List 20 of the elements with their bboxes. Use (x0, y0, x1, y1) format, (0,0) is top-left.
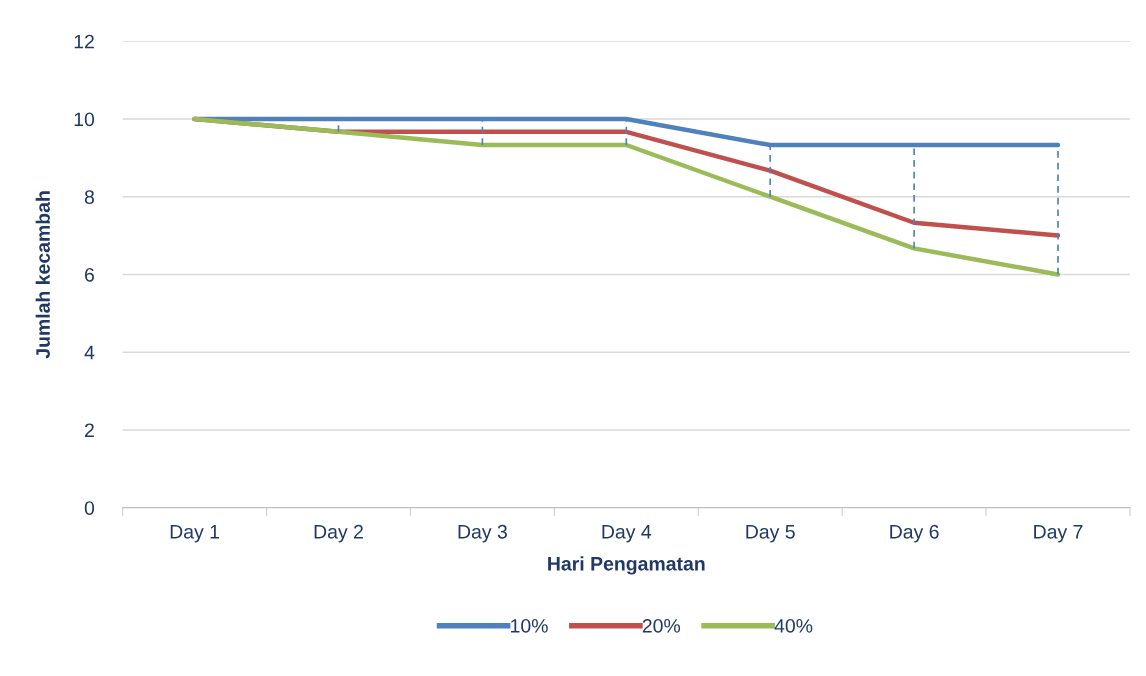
x-axis-title: Hari Pengamatan (548, 556, 705, 575)
x-tick-label: Day 2 (314, 524, 363, 543)
y-tick-label: 8 (84, 190, 94, 204)
y-tick-label: 10 (74, 112, 95, 127)
y-tick-label: 6 (85, 267, 94, 282)
line-series (192, 116, 1061, 277)
x-tick-label: Day 5 (746, 525, 795, 543)
legend-label: 40% (774, 618, 813, 633)
y-axis-title: Jumlah kecambah (35, 191, 50, 359)
x-tick-label: Day 6 (890, 524, 939, 543)
y-tick-label: 2 (85, 423, 94, 437)
legend-label: 10% (511, 618, 548, 633)
legend-label: 20% (642, 618, 681, 633)
x-tick-label: Day 3 (458, 524, 507, 543)
x-tick-label: Day 7 (1034, 525, 1083, 543)
x-tick-label: Day 1 (170, 525, 220, 543)
x-tick-label: Day 4 (602, 525, 652, 543)
y-tick-label: 4 (84, 345, 95, 360)
y-tick-label: 0 (84, 501, 95, 515)
y-tick-label: 12 (74, 34, 94, 49)
